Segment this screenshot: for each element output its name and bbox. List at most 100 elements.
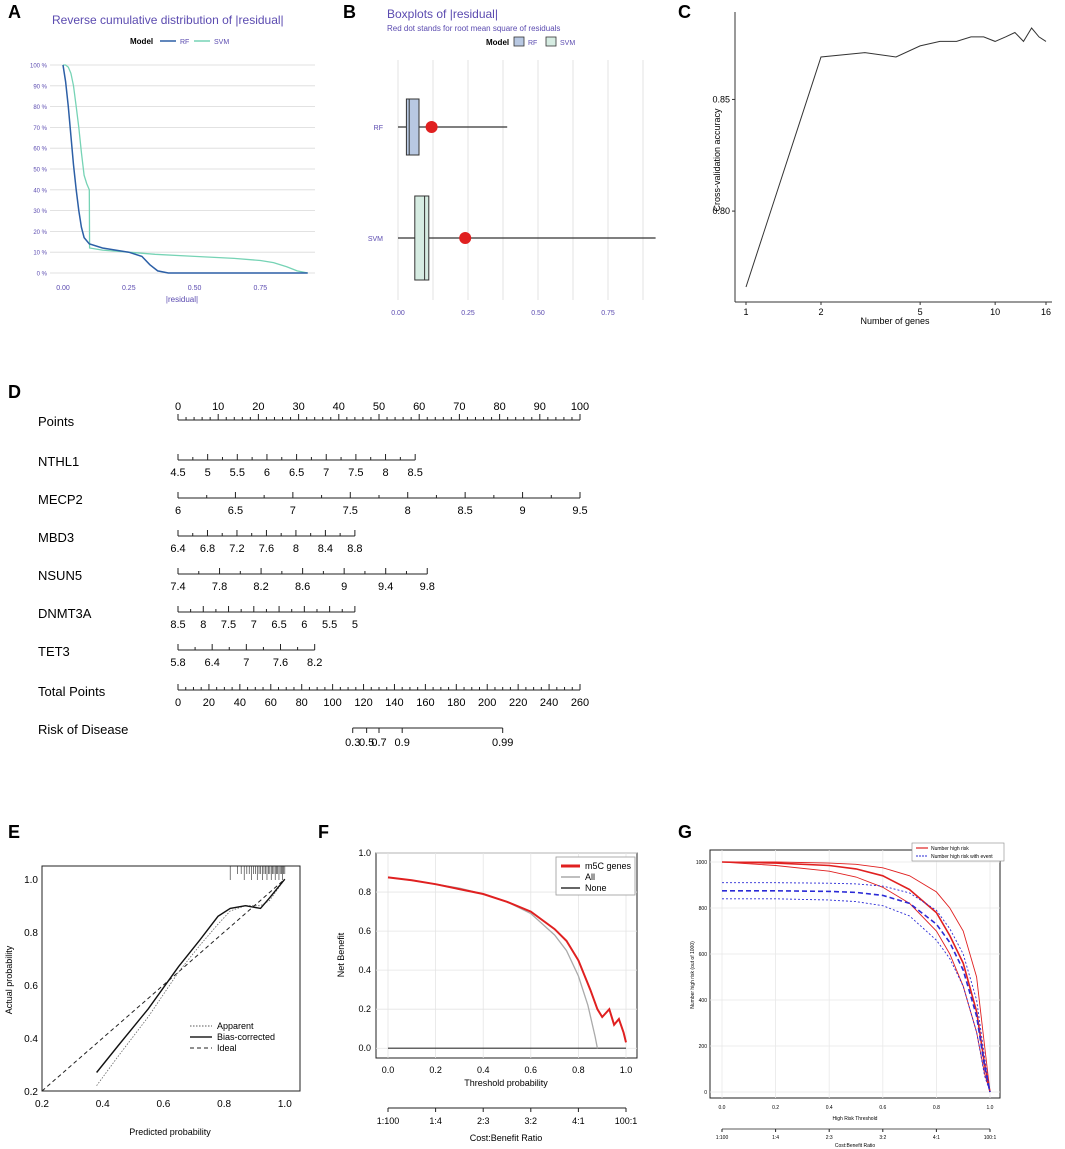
legend-rf-label: RF: [180, 39, 189, 46]
x-tick-label: 0.6: [525, 1065, 538, 1075]
legend-label: Number high risk with event: [931, 854, 993, 860]
variable-tick-label: 5: [205, 467, 211, 479]
x-axis-label: Number of genes: [860, 316, 930, 326]
points-tick-label: 50: [373, 401, 385, 413]
panel-a-reverse-cdf: Reverse cumulative distribution of |resi…: [30, 13, 315, 304]
variable-tick-label: 6.5: [289, 467, 304, 479]
variable-tick-label: 5.5: [322, 619, 337, 631]
cost-benefit-tick-label: 3:2: [525, 1116, 538, 1126]
series-line-accuracy: [745, 27, 1047, 288]
variable-tick-label: 8.8: [347, 543, 362, 555]
y-tick-label: 600: [699, 952, 708, 958]
x-tick-label: 0.6: [156, 1099, 170, 1110]
variable-tick-label: 7: [323, 467, 329, 479]
panel-g-clinical-impact: 0.0 0.2 0.4 0.6 0.8 1.0 0 200 400 600 800 1000 High …: [690, 842, 1005, 1149]
box: [405, 98, 420, 156]
points-tick-label: 80: [493, 401, 505, 413]
y-tick-label: 70 %: [33, 126, 47, 132]
rms-dot: [425, 121, 438, 133]
chart-subtitle: Red dot stands for root mean square of r…: [387, 24, 560, 33]
nomogram-row-label: Points: [38, 414, 75, 429]
cost-benefit-axis-label: Cost:Benefit Ratio: [835, 1143, 876, 1149]
total-points-tick-label: 40: [234, 697, 246, 709]
total-points-tick-label: 60: [265, 697, 277, 709]
cost-benefit-tick-label: 2:3: [826, 1135, 833, 1141]
cost-benefit-tick-label: 1:100: [716, 1135, 729, 1141]
variable-tick-label: 7.8: [212, 581, 227, 593]
total-points-tick-label: 80: [296, 697, 308, 709]
y-tick-label: 30 %: [33, 209, 47, 215]
chart-title: Reverse cumulative distribution of |resi…: [52, 13, 284, 27]
points-tick-label: 90: [534, 401, 546, 413]
total-points-tick-label: 180: [447, 697, 465, 709]
x-tick-label: 0.0: [719, 1105, 726, 1111]
panel-f-decision-curve: 0.0 0.0 0.2 0.2 0.4 0.4 0.6 0.6 0.8 0.8 1.0 1.0 Thre…: [336, 848, 638, 1143]
y-tick-label: 90 %: [33, 84, 47, 90]
y-tick-label: 0.85: [712, 94, 730, 104]
y-tick-label: 0.4: [358, 965, 371, 975]
x-tick-label: 0.4: [96, 1099, 110, 1110]
y-tick-label: 1.0: [358, 848, 371, 858]
x-tick-label: 1.0: [987, 1105, 994, 1111]
variable-tick-label: 8.6: [295, 581, 310, 593]
variable-tick-label: 7.5: [221, 619, 236, 631]
x-tick-label: 0.2: [772, 1105, 779, 1111]
x-tick-label: 0.8: [217, 1099, 231, 1110]
cost-benefit-axis-label: Cost:Benefit Ratio: [470, 1133, 543, 1143]
x-tick-label: 16: [1041, 307, 1051, 317]
nomogram-row-label: NSUN5: [38, 568, 82, 583]
legend-rf-swatch: [513, 36, 525, 47]
legend-label: Apparent: [217, 1021, 254, 1031]
y-tick-label: 400: [699, 998, 708, 1004]
cost-benefit-tick-label: 4:1: [572, 1116, 585, 1126]
variable-tick-label: 8: [200, 619, 206, 631]
rms-dot: [459, 232, 472, 244]
variable-tick-label: 9.5: [572, 505, 587, 517]
nomogram-row-label: TET3: [38, 644, 70, 659]
variable-tick-label: 9: [520, 505, 526, 517]
x-tick-label: 0.00: [391, 310, 405, 317]
x-tick-label: 0.00: [56, 285, 70, 292]
variable-tick-label: 6: [264, 467, 270, 479]
category-label: RF: [374, 125, 383, 132]
variable-tick-label: 8.2: [307, 657, 322, 669]
legend-label: Bias-corrected: [217, 1032, 275, 1042]
risk-tick-label: 0.99: [492, 737, 513, 749]
x-tick-label: 1: [743, 307, 748, 317]
y-tick-label: 100 %: [30, 64, 48, 70]
series-line-svm: [63, 64, 308, 274]
variable-tick-label: 9.8: [420, 581, 435, 593]
legend-label: None: [585, 883, 607, 893]
series-line-with-event-upper: [722, 882, 991, 1093]
x-axis-label: High Risk Threshold: [833, 1116, 878, 1122]
x-tick-label: 0.75: [601, 310, 615, 317]
legend-label: Ideal: [217, 1043, 237, 1053]
variable-tick-label: 7.4: [170, 581, 185, 593]
variable-tick-label: 6: [301, 619, 307, 631]
y-tick-label: 50 %: [33, 168, 47, 174]
nomogram-row-label: MECP2: [38, 492, 83, 507]
series-line-all: [387, 876, 599, 1049]
y-tick-label: 60 %: [33, 147, 47, 153]
variable-tick-label: 7.5: [343, 505, 358, 517]
series-line-with-event-lower: [722, 898, 991, 1093]
legend-label: m5C genes: [585, 861, 632, 871]
legend-title: Model: [130, 37, 153, 46]
variable-tick-label: 6.5: [228, 505, 243, 517]
x-tick-label: 0.4: [826, 1105, 833, 1111]
variable-tick-label: 5.5: [230, 467, 245, 479]
y-tick-label: 200: [699, 1044, 708, 1050]
variable-tick-label: 6.5: [271, 619, 286, 631]
panel-label-d: D: [8, 382, 21, 402]
cost-benefit-tick-label: 100:1: [615, 1116, 638, 1126]
variable-tick-label: 9: [341, 581, 347, 593]
total-points-tick-label: 220: [509, 697, 527, 709]
cost-benefit-tick-label: 100:1: [984, 1135, 997, 1141]
x-tick-label: 10: [990, 307, 1000, 317]
x-tick-label: 1.0: [620, 1065, 633, 1075]
y-axis-label: Number high risk (out of 1000): [690, 941, 696, 1009]
total-points-tick-label: 0: [175, 697, 181, 709]
points-tick-label: 60: [413, 401, 425, 413]
variable-tick-label: 6.4: [170, 543, 185, 555]
